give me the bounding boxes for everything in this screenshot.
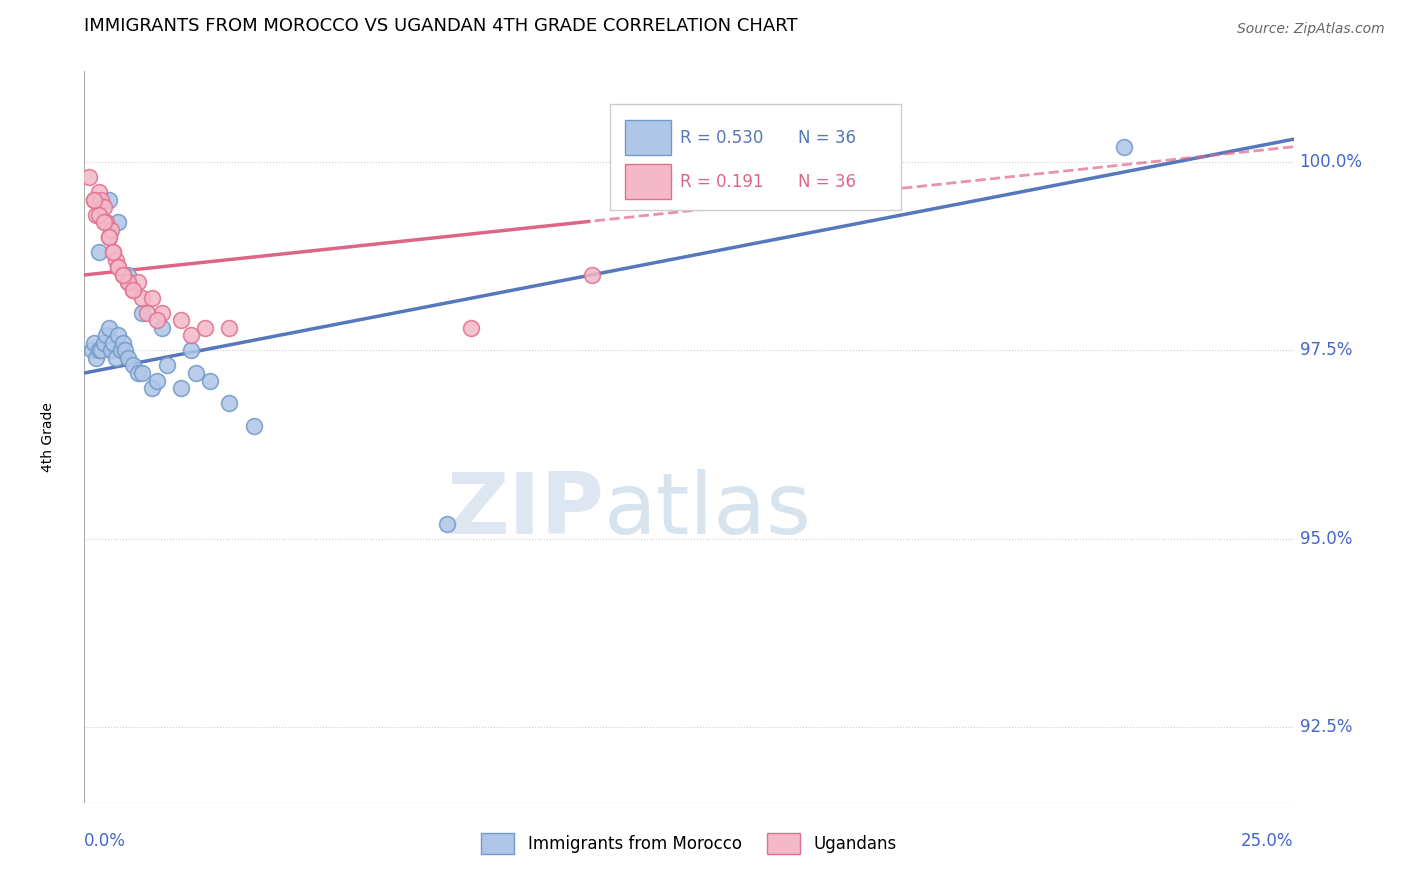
Point bbox=[218, 396, 240, 410]
FancyBboxPatch shape bbox=[610, 104, 901, 211]
Point bbox=[104, 351, 127, 365]
Point bbox=[170, 381, 193, 395]
Point bbox=[136, 306, 159, 320]
Point bbox=[90, 193, 112, 207]
Point bbox=[117, 268, 139, 282]
Text: 95.0%: 95.0% bbox=[1299, 530, 1353, 548]
Point bbox=[87, 343, 110, 358]
Point bbox=[436, 516, 458, 531]
Point bbox=[83, 193, 105, 207]
Point bbox=[86, 208, 108, 222]
Point bbox=[127, 366, 149, 380]
Point bbox=[86, 351, 108, 365]
Text: 25.0%: 25.0% bbox=[1241, 832, 1294, 850]
Point bbox=[80, 343, 103, 358]
Point bbox=[107, 260, 129, 275]
Point bbox=[141, 381, 163, 395]
Point bbox=[131, 306, 153, 320]
Text: 0.0%: 0.0% bbox=[84, 832, 127, 850]
Point bbox=[87, 245, 110, 260]
Point bbox=[121, 283, 143, 297]
Point bbox=[180, 328, 202, 343]
Point bbox=[180, 343, 202, 358]
Point bbox=[581, 268, 603, 282]
Point bbox=[170, 313, 193, 327]
Point bbox=[141, 291, 163, 305]
Point bbox=[150, 306, 173, 320]
Point bbox=[107, 328, 129, 343]
Point bbox=[83, 193, 105, 207]
Point bbox=[107, 260, 129, 275]
Point bbox=[103, 245, 125, 260]
Point bbox=[90, 343, 112, 358]
Point bbox=[127, 276, 149, 290]
Point bbox=[100, 343, 122, 358]
FancyBboxPatch shape bbox=[624, 164, 671, 200]
Point bbox=[112, 268, 135, 282]
Point bbox=[94, 328, 117, 343]
Point bbox=[94, 215, 117, 229]
Text: IMMIGRANTS FROM MOROCCO VS UGANDAN 4TH GRADE CORRELATION CHART: IMMIGRANTS FROM MOROCCO VS UGANDAN 4TH G… bbox=[84, 17, 799, 35]
Point bbox=[97, 320, 120, 334]
Text: atlas: atlas bbox=[605, 468, 813, 552]
Point bbox=[131, 291, 153, 305]
Text: Source: ZipAtlas.com: Source: ZipAtlas.com bbox=[1237, 22, 1385, 37]
Point bbox=[155, 359, 177, 373]
Point bbox=[114, 343, 136, 358]
Point bbox=[93, 215, 115, 229]
Point bbox=[117, 276, 139, 290]
Text: R = 0.530: R = 0.530 bbox=[681, 129, 763, 147]
Text: 97.5%: 97.5% bbox=[1299, 342, 1353, 359]
Point bbox=[87, 208, 110, 222]
Point bbox=[107, 215, 129, 229]
Point bbox=[112, 335, 135, 350]
Point bbox=[93, 200, 115, 214]
Point bbox=[104, 252, 127, 267]
Point bbox=[198, 374, 221, 388]
Point bbox=[103, 245, 125, 260]
FancyBboxPatch shape bbox=[624, 120, 671, 155]
Point bbox=[242, 418, 264, 433]
Point bbox=[460, 320, 482, 334]
Point bbox=[1114, 140, 1136, 154]
Point bbox=[77, 169, 100, 184]
Point bbox=[131, 366, 153, 380]
Point bbox=[112, 268, 135, 282]
Point bbox=[110, 343, 132, 358]
Point bbox=[146, 374, 169, 388]
Text: 4th Grade: 4th Grade bbox=[41, 402, 55, 472]
Point bbox=[184, 366, 207, 380]
Text: 100.0%: 100.0% bbox=[1299, 153, 1362, 171]
Point bbox=[97, 193, 120, 207]
Point bbox=[194, 320, 217, 334]
Point bbox=[218, 320, 240, 334]
Text: N = 36: N = 36 bbox=[797, 129, 856, 147]
Point bbox=[93, 335, 115, 350]
Point bbox=[121, 359, 143, 373]
Text: N = 36: N = 36 bbox=[797, 173, 856, 191]
Point bbox=[97, 230, 120, 244]
Text: R = 0.191: R = 0.191 bbox=[681, 173, 763, 191]
Point bbox=[150, 320, 173, 334]
Point bbox=[117, 276, 139, 290]
Point bbox=[97, 230, 120, 244]
Point bbox=[117, 351, 139, 365]
Point bbox=[121, 283, 143, 297]
Text: 92.5%: 92.5% bbox=[1299, 718, 1353, 737]
Point bbox=[146, 313, 169, 327]
Point bbox=[87, 185, 110, 199]
Point bbox=[100, 223, 122, 237]
Point bbox=[103, 335, 125, 350]
Point bbox=[83, 335, 105, 350]
Text: ZIP: ZIP bbox=[447, 468, 605, 552]
Legend: Immigrants from Morocco, Ugandans: Immigrants from Morocco, Ugandans bbox=[474, 827, 904, 860]
